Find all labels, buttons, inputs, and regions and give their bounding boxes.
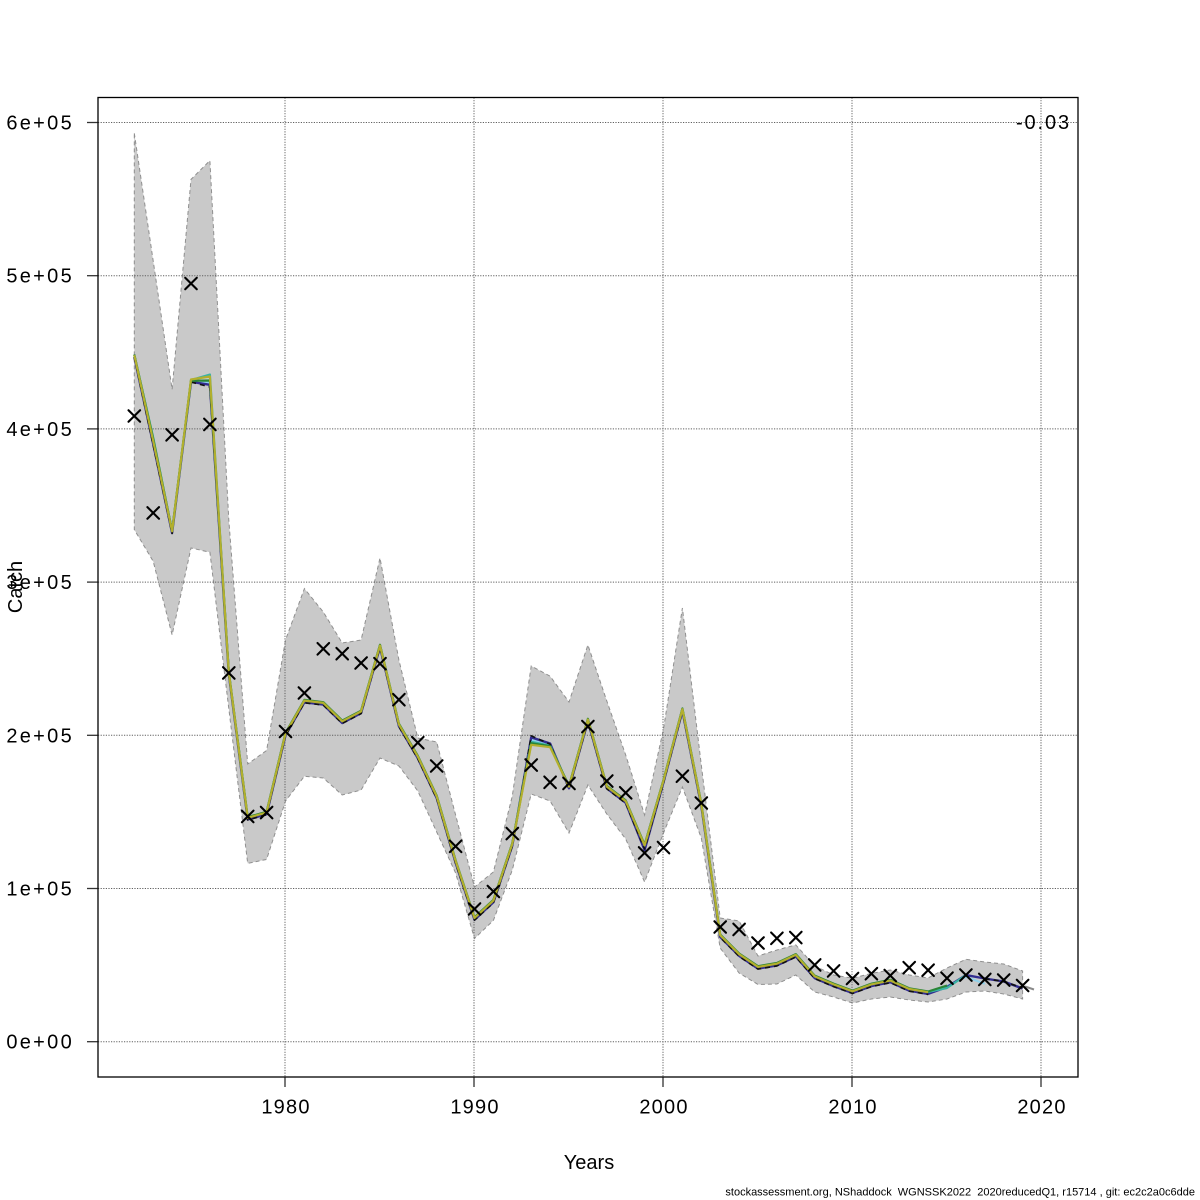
svg-text:6e+05: 6e+05 <box>6 113 74 135</box>
svg-text:2000: 2000 <box>639 1097 688 1119</box>
svg-text:4e+05: 4e+05 <box>6 419 74 441</box>
svg-text:-0.03: -0.03 <box>1016 112 1071 134</box>
svg-text:2e+05: 2e+05 <box>6 725 74 747</box>
svg-text:1990: 1990 <box>450 1097 499 1119</box>
svg-text:Years: Years <box>564 1152 614 1174</box>
svg-text:2010: 2010 <box>828 1097 877 1119</box>
svg-text:3e+05: 3e+05 <box>6 572 74 594</box>
svg-text:1e+05: 1e+05 <box>6 879 74 901</box>
svg-text:5e+05: 5e+05 <box>6 266 74 288</box>
svg-text:Catch: Catch <box>5 561 27 613</box>
svg-text:0e+00: 0e+00 <box>6 1032 74 1054</box>
svg-text:1980: 1980 <box>261 1097 310 1119</box>
svg-text:2020: 2020 <box>1017 1097 1066 1119</box>
svg-text:stockassessment.org, NShaddock: stockassessment.org, NShaddock WGNSSK202… <box>725 1187 1195 1199</box>
